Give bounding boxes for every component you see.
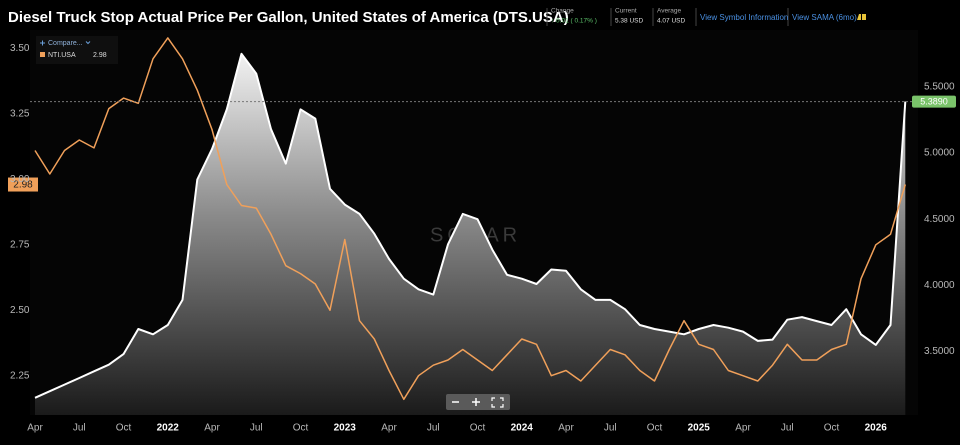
value-tag-label: 2.98 [13, 180, 33, 191]
x-tick-label: 2023 [334, 423, 357, 434]
value-tag [8, 177, 38, 192]
x-tick-label: Jul [781, 423, 794, 434]
dropdown-icon[interactable] [85, 41, 91, 45]
y2-tick-label: 5.5000 [924, 82, 955, 93]
x-tick-label: Apr [27, 423, 43, 434]
x-tick-label: Jul [73, 423, 86, 434]
x-tick-label: Jul [250, 423, 263, 434]
legend-box [36, 36, 118, 64]
stat-label: Current [615, 8, 637, 15]
y2-tick-label: 4.0000 [924, 280, 955, 291]
y-tick-label: 2.75 [10, 239, 30, 250]
legend-value: 2.98 [93, 52, 107, 59]
stat-label: Average [657, 8, 681, 15]
chart-title: Diesel Truck Stop Actual Price Per Gallo… [8, 9, 569, 26]
line [34, 52, 907, 399]
x-tick-label: Oct [116, 423, 132, 434]
y2-tick-label: 4.5000 [924, 214, 955, 225]
compare-button[interactable]: Compare... [48, 40, 83, 47]
value-tag [912, 95, 956, 108]
link[interactable]: View SAMA (6mo) [792, 13, 857, 22]
add-icon[interactable] [40, 40, 45, 46]
zoom-controls [446, 394, 510, 410]
legend-swatch [40, 52, 45, 57]
value-tag-label: 5.3890 [920, 96, 948, 106]
stat-value: 4.07 USD [657, 18, 685, 25]
stat-label: Change [551, 8, 574, 15]
x-tick-label: Oct [647, 423, 663, 434]
x-tick-label: Jul [604, 423, 617, 434]
x-tick-label: Apr [381, 423, 397, 434]
y-tick-label: 2.50 [10, 305, 30, 316]
legend-label: NTI.USA [48, 52, 76, 59]
x-tick-label: Oct [293, 423, 309, 434]
x-tick-label: Oct [470, 423, 486, 434]
y-tick-label: 3.00 [10, 174, 30, 185]
x-tick-label: Jul [427, 423, 440, 434]
x-tick-label: 2024 [511, 423, 534, 434]
stat-value: ↑ 0.01 ( 0.17% ) [551, 18, 597, 25]
zoom-in[interactable] [472, 398, 480, 406]
sama-icon [857, 14, 866, 20]
area [35, 53, 906, 416]
stat-value: 5.38 USD [615, 18, 643, 25]
x-tick-label: Apr [558, 423, 574, 434]
y2-tick-label: 3.5000 [924, 346, 955, 357]
x-tick-label: Oct [824, 423, 840, 434]
line [34, 37, 907, 401]
x-tick-label: Apr [204, 423, 220, 434]
x-tick-label: Apr [735, 423, 751, 434]
fullscreen[interactable] [491, 397, 504, 408]
x-tick-label: 2025 [688, 423, 711, 434]
legend: Compare... NTI.USA 2.98 [36, 36, 118, 64]
link[interactable]: View Symbol Information [700, 13, 788, 22]
y2-tick-label: 5.0000 [924, 148, 955, 159]
y-tick-label: 2.25 [10, 370, 30, 381]
x-tick-label: 2022 [157, 423, 180, 434]
y-tick-label: 3.50 [10, 43, 30, 54]
x-tick-label: 2026 [865, 423, 888, 434]
y-tick-label: 3.25 [10, 108, 30, 119]
